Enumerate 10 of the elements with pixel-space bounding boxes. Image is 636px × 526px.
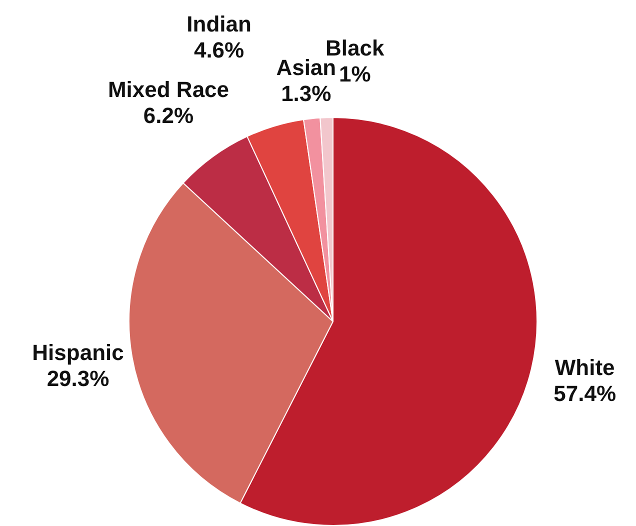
slice-label: White [554, 355, 615, 380]
data-label: 1% [338, 62, 371, 87]
data-label: 29.3% [46, 366, 110, 391]
data-label: 4.6% [194, 37, 244, 62]
slice-label: Mixed Race [108, 77, 230, 102]
data-label: 57.4% [554, 381, 616, 406]
data-label: 1.3% [281, 80, 332, 106]
data-label: 6.2% [143, 103, 194, 128]
slice-label: Indian [186, 11, 252, 36]
slice-label: Hispanic [32, 340, 124, 365]
